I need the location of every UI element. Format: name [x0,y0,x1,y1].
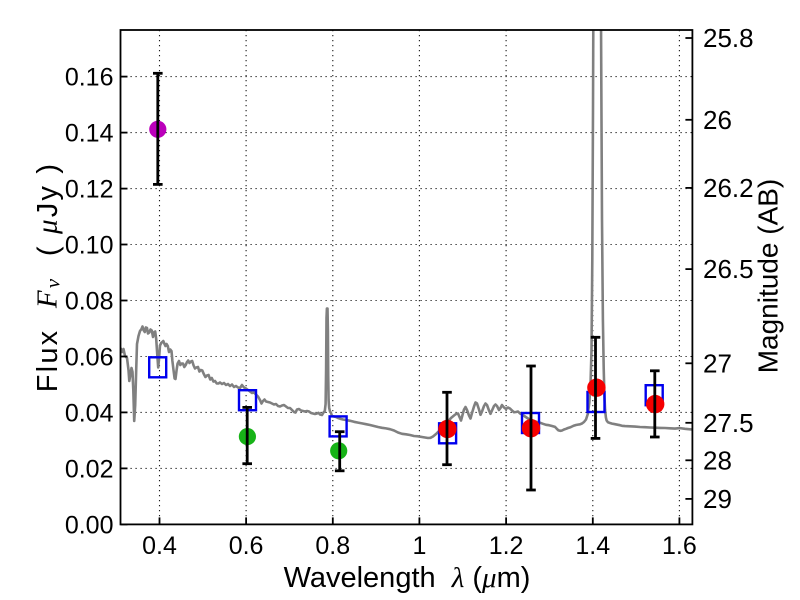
svg-text:0.02: 0.02 [65,455,114,483]
svg-text:0.04: 0.04 [65,399,114,427]
svg-text:1: 1 [412,532,426,560]
svg-text:25.8: 25.8 [703,23,754,53]
svg-text:0.16: 0.16 [65,64,114,92]
svg-text:27: 27 [703,348,732,378]
svg-text:27.5: 27.5 [703,408,754,438]
svg-text:0.14: 0.14 [65,120,114,148]
svg-text:0.08: 0.08 [65,288,114,316]
svg-text:0.8: 0.8 [315,532,350,560]
svg-text:26.5: 26.5 [703,254,754,284]
svg-text:0.4: 0.4 [142,532,177,560]
svg-text:Flux Fν ( μJy ): Flux Fν ( μJy ) [31,162,64,392]
svg-text:26.2: 26.2 [703,173,754,203]
svg-text:0.06: 0.06 [65,344,114,372]
svg-text:0.00: 0.00 [65,511,114,539]
svg-text:26: 26 [703,105,732,135]
svg-text:Magnitude (AB): Magnitude (AB) [752,179,783,374]
svg-text:1.2: 1.2 [489,532,524,560]
svg-text:1.6: 1.6 [662,532,697,560]
svg-text:1.4: 1.4 [575,532,610,560]
svg-text:0.6: 0.6 [229,532,264,560]
svg-text:29: 29 [703,484,732,514]
svg-text:Wavelength λ (μm): Wavelength λ (μm) [284,562,531,594]
svg-text:0.12: 0.12 [65,176,114,204]
svg-text:0.10: 0.10 [65,232,114,260]
svg-text:28: 28 [703,445,732,475]
